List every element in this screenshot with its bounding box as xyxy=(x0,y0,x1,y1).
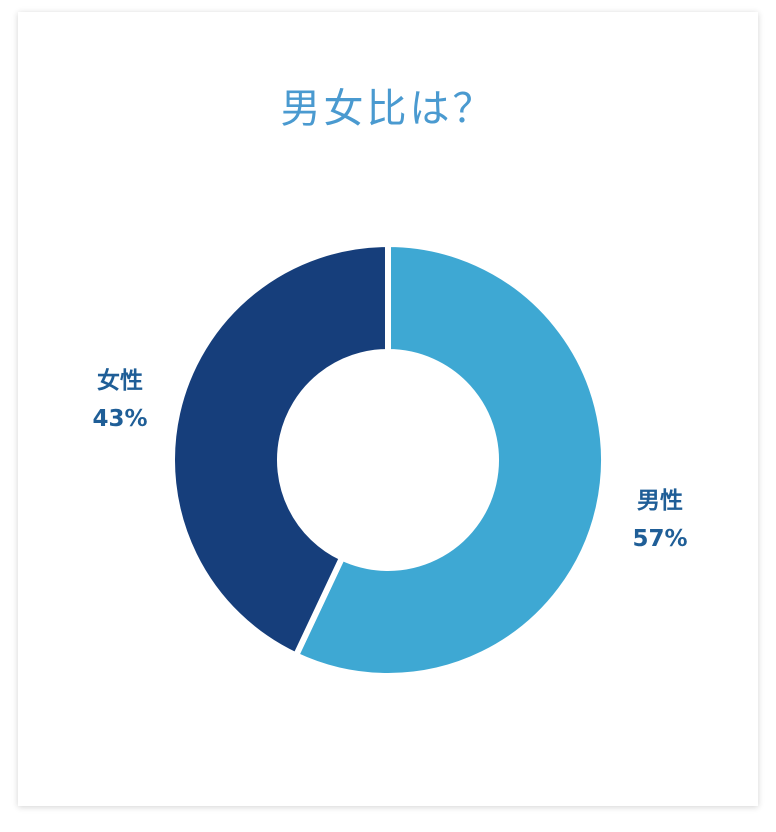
chart-title: 男女比は？ xyxy=(280,86,496,132)
slice-label-name: 男性 xyxy=(637,488,683,514)
slice-label-value: 43% xyxy=(92,406,148,432)
slice-female xyxy=(169,240,391,660)
slice-label-male: 男性 57% xyxy=(600,482,720,558)
slice-label-value: 57% xyxy=(632,526,688,552)
slice-label-name: 女性 xyxy=(97,368,143,394)
slice-male xyxy=(292,240,607,679)
slice-label-female: 女性 43% xyxy=(60,362,180,438)
